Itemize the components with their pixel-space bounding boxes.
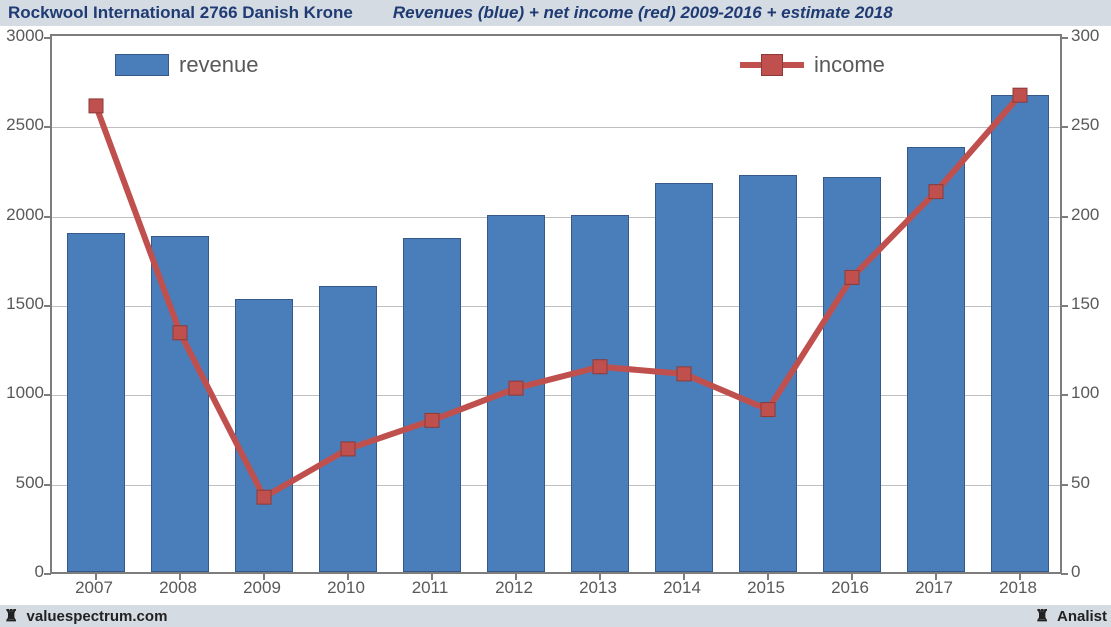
chart-marker xyxy=(341,442,355,456)
footer-left: ♜ valuespectrum.com xyxy=(4,606,167,626)
y-axis-left-label: 500 xyxy=(0,473,44,493)
x-axis-label: 2014 xyxy=(663,578,701,598)
y-axis-right-label: 150 xyxy=(1071,294,1111,314)
y-axis-left-label: 1000 xyxy=(0,383,44,403)
y-axis-right-label: 0 xyxy=(1071,562,1111,582)
y-axis-tick xyxy=(44,394,51,396)
x-axis-label: 2009 xyxy=(243,578,281,598)
x-axis-label: 2015 xyxy=(747,578,785,598)
chart-marker xyxy=(89,99,103,113)
x-axis-label: 2010 xyxy=(327,578,365,598)
y-axis-left: 050010001500200025003000 xyxy=(0,34,50,574)
y-axis-left-label: 2500 xyxy=(0,115,44,135)
y-axis-left-label: 3000 xyxy=(0,26,44,46)
x-axis: 2007 2008 2009 2010 2011 2012 2013 2014 2015 2016… xyxy=(50,578,1062,602)
footer-right-text: Analist xyxy=(1057,608,1107,625)
legend-revenue: revenue xyxy=(115,52,259,78)
chart-marker xyxy=(509,381,523,395)
y-axis-left-label: 1500 xyxy=(0,294,44,314)
rook-icon: ♜ xyxy=(4,608,18,625)
chart-marker xyxy=(257,490,271,504)
y-axis-tick xyxy=(44,305,51,307)
y-axis-tick xyxy=(44,573,51,575)
y-axis-left-label: 2000 xyxy=(0,205,44,225)
y-axis-right: 050100150200250300 xyxy=(1065,34,1111,574)
footer-right: ♜ Analist xyxy=(1035,606,1107,626)
x-axis-label: 2018 xyxy=(999,578,1037,598)
chart-marker xyxy=(593,360,607,374)
chart-marker xyxy=(1013,88,1027,102)
legend-income-label: income xyxy=(814,52,885,78)
y-axis-tick xyxy=(44,216,51,218)
y-axis-tick xyxy=(44,126,51,128)
x-axis-label: 2012 xyxy=(495,578,533,598)
y-axis-right-label: 200 xyxy=(1071,205,1111,225)
y-axis-right-label: 100 xyxy=(1071,383,1111,403)
y-axis-right-label: 250 xyxy=(1071,115,1111,135)
y-axis-tick xyxy=(44,37,51,39)
y-axis-right-label: 50 xyxy=(1071,473,1111,493)
y-axis-left-label: 0 xyxy=(0,562,44,582)
y-axis-tick xyxy=(44,484,51,486)
chart-title-right: Revenues (blue) + net income (red) 2009-… xyxy=(393,3,893,23)
chart-line-layer xyxy=(52,36,1064,576)
chart-marker xyxy=(425,413,439,427)
y-axis-right-label: 300 xyxy=(1071,26,1111,46)
legend-revenue-label: revenue xyxy=(179,52,259,78)
chart-marker xyxy=(845,270,859,284)
x-axis-label: 2007 xyxy=(75,578,113,598)
chart-frame: Rockwool International 2766 Danish Krone… xyxy=(0,0,1111,627)
legend-income: income xyxy=(740,52,885,78)
footer-left-text: valuespectrum.com xyxy=(27,608,168,625)
legend-swatch-line xyxy=(740,53,804,77)
x-axis-label: 2013 xyxy=(579,578,617,598)
x-axis-label: 2016 xyxy=(831,578,869,598)
legend-swatch-bar xyxy=(115,54,169,76)
chart-marker xyxy=(929,185,943,199)
chart-marker xyxy=(173,326,187,340)
chart-line xyxy=(96,95,1020,497)
x-axis-label: 2017 xyxy=(915,578,953,598)
chart-title-left: Rockwool International 2766 Danish Krone xyxy=(8,3,353,23)
chart-footer-bar: ♜ valuespectrum.com ♜ Analist xyxy=(0,605,1111,627)
x-axis-label: 2008 xyxy=(159,578,197,598)
chart-marker xyxy=(677,367,691,381)
x-axis-label: 2011 xyxy=(412,578,449,598)
rook-icon: ♜ xyxy=(1035,608,1049,625)
chart-marker xyxy=(761,403,775,417)
plot-area xyxy=(50,34,1062,574)
chart-title-bar: Rockwool International 2766 Danish Krone… xyxy=(0,0,1111,26)
